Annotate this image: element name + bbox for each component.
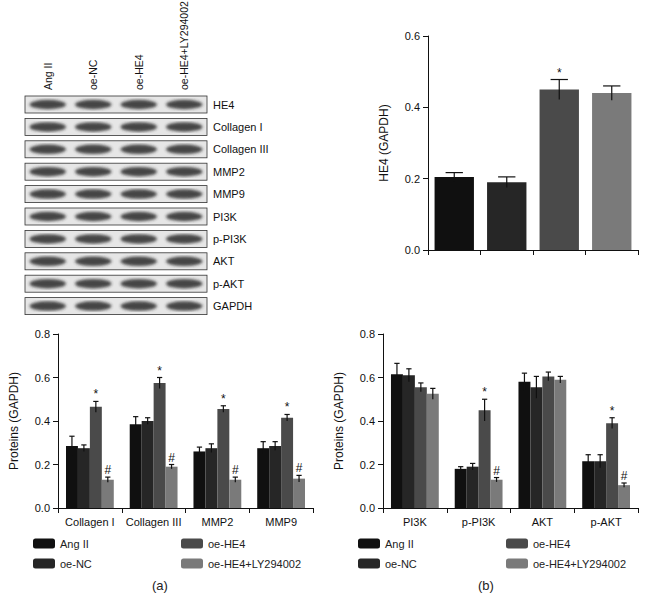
svg-text:*: * xyxy=(285,400,290,414)
svg-text:p-AKT: p-AKT xyxy=(213,278,244,290)
svg-text:Ang II: Ang II xyxy=(60,538,89,550)
svg-text:PI3K: PI3K xyxy=(213,211,238,223)
svg-text:0.4: 0.4 xyxy=(35,415,50,427)
svg-text:0.8: 0.8 xyxy=(35,328,50,340)
svg-text:0.6: 0.6 xyxy=(35,372,50,384)
svg-text:*: * xyxy=(610,404,615,418)
html-text:(b): (b) xyxy=(478,578,494,593)
svg-text:Collagen III: Collagen III xyxy=(126,516,182,528)
svg-text:#: # xyxy=(296,461,303,475)
svg-text:MMP2: MMP2 xyxy=(213,166,245,178)
svg-text:0.6: 0.6 xyxy=(360,372,375,384)
svg-text:MMP2: MMP2 xyxy=(201,516,233,528)
svg-text:oe-HE4: oe-HE4 xyxy=(133,54,145,90)
svg-text:#: # xyxy=(168,451,175,465)
svg-text:Collagen I: Collagen I xyxy=(65,516,115,528)
svg-text:*: * xyxy=(94,387,99,401)
svg-text:0.8: 0.8 xyxy=(360,328,375,340)
svg-text:0.2: 0.2 xyxy=(360,459,375,471)
svg-text:*: * xyxy=(221,392,226,406)
svg-text:HE4: HE4 xyxy=(213,99,234,111)
svg-text:AKT: AKT xyxy=(532,516,554,528)
svg-text:0.4: 0.4 xyxy=(360,415,375,427)
svg-text:*: * xyxy=(557,66,562,80)
svg-text:0.0: 0.0 xyxy=(405,244,420,256)
svg-text:0.4: 0.4 xyxy=(405,101,420,113)
svg-text:Proteins (GAPDH): Proteins (GAPDH) xyxy=(332,372,346,470)
svg-text:Ang II: Ang II xyxy=(42,63,54,90)
svg-text:oe-HE4+LY294002: oe-HE4+LY294002 xyxy=(208,558,301,570)
svg-text:#: # xyxy=(493,464,500,478)
svg-text:oe-HE4+LY294002: oe-HE4+LY294002 xyxy=(533,558,626,570)
svg-text:p-PI3K: p-PI3K xyxy=(462,516,496,528)
svg-text:Proteins (GAPDH): Proteins (GAPDH) xyxy=(7,372,21,470)
svg-text:p-PI3K: p-PI3K xyxy=(213,233,247,245)
svg-text:#: # xyxy=(621,469,628,483)
svg-text:oe-HE4+LY294002: oe-HE4+LY294002 xyxy=(178,1,190,90)
svg-text:0.2: 0.2 xyxy=(35,459,50,471)
html-text:(a): (a) xyxy=(152,578,168,593)
svg-text:Collagen III: Collagen III xyxy=(213,143,269,155)
svg-text:#: # xyxy=(104,463,111,477)
svg-text:*: * xyxy=(157,364,162,378)
svg-text:MMP9: MMP9 xyxy=(265,516,297,528)
svg-text:*: * xyxy=(482,385,487,399)
svg-text:oe-HE4: oe-HE4 xyxy=(208,538,245,550)
svg-text:oe-NC: oe-NC xyxy=(87,59,99,90)
svg-text:#: # xyxy=(232,463,239,477)
svg-text:oe-NC: oe-NC xyxy=(60,558,92,570)
svg-text:Ang II: Ang II xyxy=(385,538,414,550)
svg-text:0.2: 0.2 xyxy=(405,173,420,185)
svg-text:MMP9: MMP9 xyxy=(213,188,245,200)
svg-text:0.0: 0.0 xyxy=(35,502,50,514)
svg-text:p-AKT: p-AKT xyxy=(591,516,622,528)
svg-text:0.0: 0.0 xyxy=(360,502,375,514)
svg-text:0.6: 0.6 xyxy=(405,30,420,42)
svg-text:oe-NC: oe-NC xyxy=(385,558,417,570)
svg-text:oe-HE4: oe-HE4 xyxy=(533,538,570,550)
svg-text:HE4 (GAPDH): HE4 (GAPDH) xyxy=(377,104,391,181)
svg-text:AKT: AKT xyxy=(213,255,235,267)
svg-text:GAPDH: GAPDH xyxy=(213,300,252,312)
svg-text:Collagen I: Collagen I xyxy=(213,121,263,133)
svg-text:PI3K: PI3K xyxy=(403,516,428,528)
